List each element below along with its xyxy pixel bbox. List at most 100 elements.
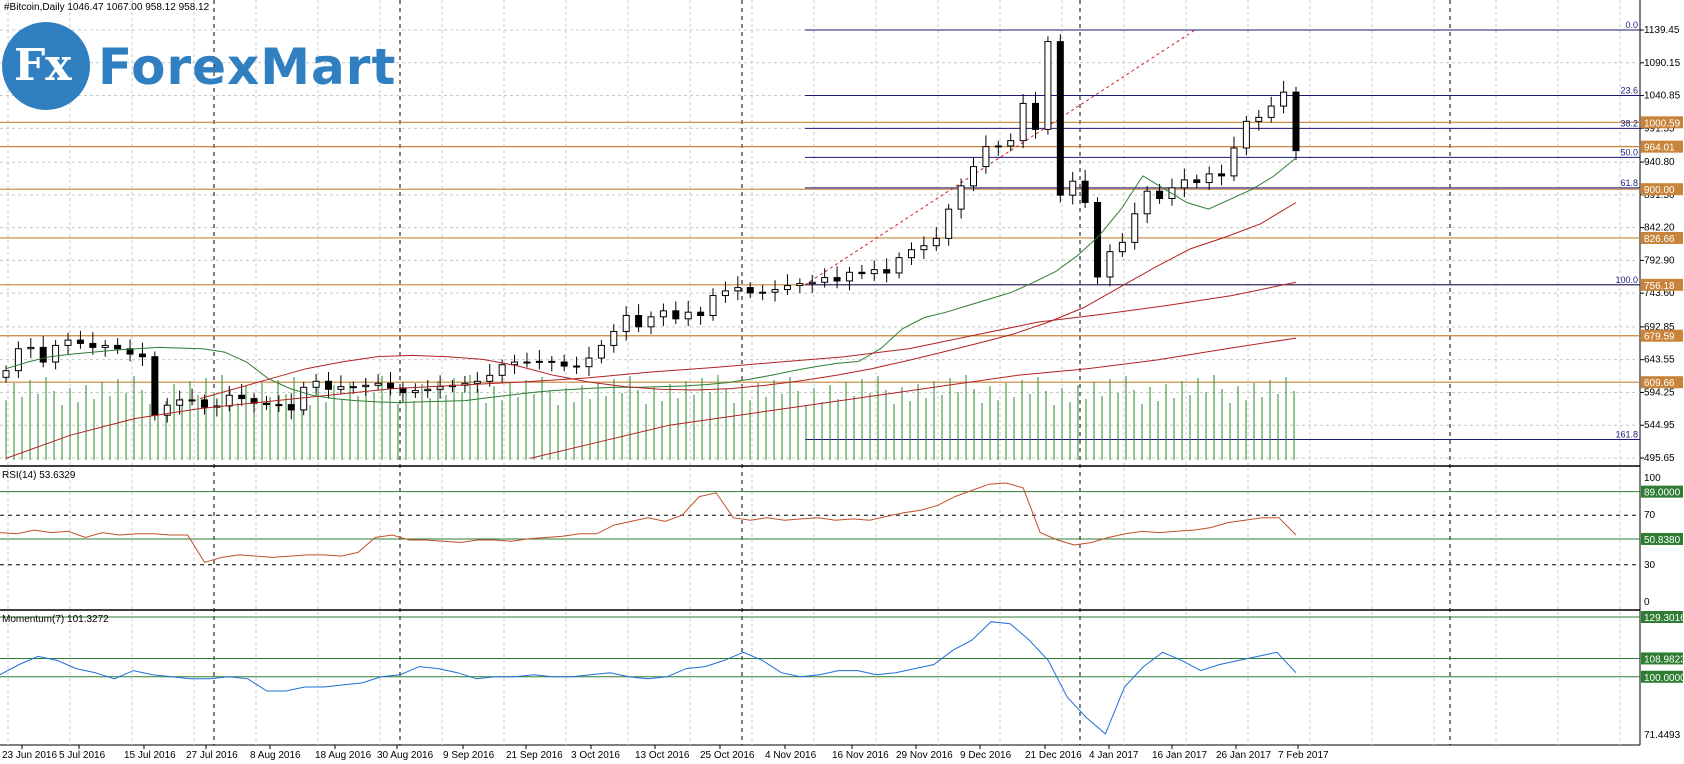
- candle-body: [833, 277, 841, 282]
- candle-body: [659, 310, 667, 318]
- candle-body: [585, 357, 593, 368]
- fibonacci-label: 23.6: [1620, 86, 1638, 96]
- candle-body: [1292, 91, 1300, 152]
- date-label: 25 Oct 2016: [700, 750, 755, 761]
- candle-body: [387, 382, 395, 389]
- level-price-tag-label: 964.01: [1644, 143, 1675, 154]
- candle-body: [808, 281, 816, 285]
- rsi-level-tag: [1641, 532, 1683, 545]
- momentum-level-tag-label: 100.0000: [1644, 673, 1684, 684]
- candle-body: [858, 271, 866, 275]
- candle-body: [1230, 147, 1238, 177]
- candle-body: [734, 287, 742, 292]
- candle-body: [945, 208, 953, 239]
- rsi-axis-label: 100: [1644, 473, 1661, 484]
- candle-body: [721, 290, 729, 297]
- candle-body: [76, 339, 84, 344]
- candle-body: [1143, 190, 1151, 215]
- date-label: 29 Nov 2016: [896, 750, 953, 761]
- candle-body: [697, 311, 705, 316]
- price-tick-label: 842.20: [1644, 223, 1675, 234]
- price-tick-label: 495.65: [1644, 453, 1675, 464]
- logo-wordmark: ForexMart: [98, 38, 397, 96]
- date-label: 13 Oct 2016: [635, 750, 690, 761]
- candle-body: [2, 370, 10, 378]
- candle-body: [907, 249, 915, 259]
- momentum-level-tag: [1641, 652, 1683, 665]
- ma-fast-line: [5, 157, 1297, 404]
- candle-body: [27, 346, 35, 350]
- candle-body: [1044, 41, 1052, 130]
- candle-body: [1118, 241, 1126, 253]
- candle-body: [573, 365, 581, 368]
- candle-body: [262, 402, 270, 406]
- date-axis: 23 Jun 2016 5 Jul 2016 15 Jul 2016 27 Jul 2…: [2, 745, 1329, 761]
- candle-body: [982, 146, 990, 168]
- candle-body: [845, 271, 853, 282]
- fibonacci-label: 161.8: [1615, 429, 1638, 439]
- candle-body: [1180, 179, 1188, 189]
- date-label: 7 Feb 2017: [1278, 750, 1329, 761]
- candle-body: [101, 344, 109, 348]
- candle-body: [684, 311, 692, 320]
- fibonacci-label: 50.0: [1620, 147, 1638, 157]
- candle-body: [920, 245, 928, 251]
- level-price-tag-label: 826.66: [1644, 234, 1675, 245]
- candle-body: [1193, 179, 1201, 184]
- candle-body: [163, 404, 171, 416]
- candle-body: [523, 361, 531, 364]
- ma-slow-line: [5, 281, 1297, 459]
- level-price-tag-label: 609.66: [1644, 378, 1675, 389]
- candle-body: [225, 394, 233, 407]
- candle-body: [14, 348, 22, 372]
- momentum-level-tag-label: 129.3016: [1644, 613, 1684, 624]
- candle-body: [796, 283, 804, 287]
- candle-body: [1255, 116, 1263, 122]
- candle-body: [362, 384, 370, 388]
- candle-body: [151, 356, 159, 416]
- date-label: 30 Aug 2016: [377, 750, 434, 761]
- price-tick-label: 891.50: [1644, 190, 1675, 201]
- candle-body: [473, 380, 481, 384]
- candle-body: [1081, 180, 1089, 203]
- rsi-label: RSI(14) 53.6329: [2, 470, 76, 481]
- price-tick-label: 594.25: [1644, 387, 1675, 398]
- candle-body: [511, 361, 519, 366]
- candle-body: [560, 361, 568, 367]
- date-label: 26 Jan 2017: [1216, 750, 1271, 761]
- candle-body: [312, 380, 320, 388]
- candle-body: [672, 310, 680, 320]
- date-label: 9 Dec 2016: [960, 750, 1012, 761]
- level-price-tag-label: 900.00: [1644, 185, 1675, 196]
- rsi-level-tag: [1641, 485, 1683, 498]
- candles: [2, 34, 1300, 423]
- candle-body: [188, 399, 196, 402]
- level-price-tag: [1641, 183, 1683, 196]
- candle-body: [994, 145, 1002, 148]
- price-tick-label: 792.90: [1644, 255, 1675, 266]
- price-tick-label: 692.85: [1644, 322, 1675, 333]
- fibonacci-label: 38.2: [1620, 118, 1638, 128]
- candle-body: [176, 399, 184, 406]
- date-label: 4 Jan 2017: [1089, 750, 1139, 761]
- rsi-axis-label: 0: [1644, 597, 1650, 608]
- date-label: 21 Dec 2016: [1025, 750, 1082, 761]
- candle-body: [709, 295, 717, 316]
- date-label: 18 Aug 2016: [315, 750, 372, 761]
- momentum-pane: 129.3016 108.9823 100.0000 71.4493 Momentum(…: [0, 611, 1684, 741]
- fibonacci-label: 100.0: [1615, 275, 1638, 285]
- date-label: 15 Jul 2016: [124, 750, 176, 761]
- candle-body: [870, 269, 878, 275]
- candle-body: [883, 269, 891, 274]
- date-label: 9 Sep 2016: [443, 750, 495, 761]
- candle-body: [411, 390, 419, 394]
- price-tick-label: 991.55: [1644, 123, 1675, 134]
- candle-body: [1069, 180, 1077, 196]
- candle-body: [325, 380, 332, 390]
- date-label: 27 Jul 2016: [186, 750, 238, 761]
- candle-body: [486, 374, 494, 382]
- candle-body: [39, 346, 47, 363]
- level-price-tag-label: 1000.59: [1644, 118, 1681, 129]
- date-label: 23 Jun 2016: [2, 750, 57, 761]
- date-label: 8 Aug 2016: [250, 750, 301, 761]
